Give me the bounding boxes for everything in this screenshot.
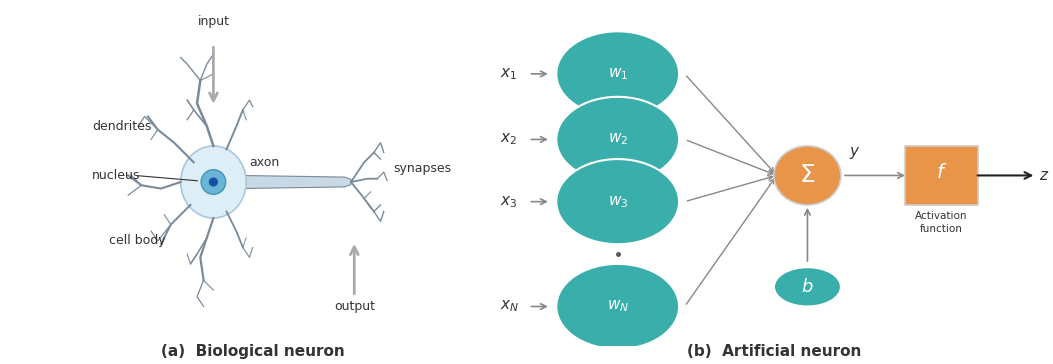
Ellipse shape	[774, 267, 841, 306]
Ellipse shape	[556, 97, 679, 182]
Ellipse shape	[556, 264, 679, 349]
Ellipse shape	[556, 31, 679, 116]
Text: (b)  Artificial neuron: (b) Artificial neuron	[687, 344, 861, 359]
Text: nucleus: nucleus	[93, 169, 140, 182]
FancyBboxPatch shape	[906, 146, 977, 205]
Ellipse shape	[181, 146, 246, 218]
Text: $w_N$: $w_N$	[607, 298, 629, 314]
Text: synapses: synapses	[394, 162, 452, 175]
Text: dendrites: dendrites	[93, 120, 152, 133]
Text: $\Sigma$: $\Sigma$	[799, 163, 816, 187]
Text: $w_2$: $w_2$	[608, 131, 628, 147]
Text: Activation
function: Activation function	[915, 211, 968, 234]
Text: input: input	[197, 15, 230, 28]
Text: $f$: $f$	[936, 163, 947, 182]
Text: $x_1$: $x_1$	[500, 66, 518, 82]
Text: axon: axon	[250, 156, 280, 169]
Text: $x_3$: $x_3$	[500, 194, 518, 210]
Ellipse shape	[208, 177, 218, 187]
Ellipse shape	[201, 170, 225, 194]
Text: $z$: $z$	[1039, 168, 1050, 183]
Text: $w_3$: $w_3$	[608, 194, 628, 210]
Text: $x_2$: $x_2$	[500, 131, 518, 147]
Text: $x_N$: $x_N$	[500, 298, 519, 314]
Text: $y$: $y$	[849, 145, 860, 161]
Text: output: output	[334, 300, 375, 313]
Text: $w_1$: $w_1$	[608, 66, 628, 82]
Text: (a)  Biological neuron: (a) Biological neuron	[161, 344, 344, 359]
Ellipse shape	[774, 146, 841, 205]
Text: cell body: cell body	[108, 234, 165, 248]
Ellipse shape	[556, 159, 679, 244]
Text: $b$: $b$	[801, 278, 814, 296]
Polygon shape	[240, 175, 351, 189]
